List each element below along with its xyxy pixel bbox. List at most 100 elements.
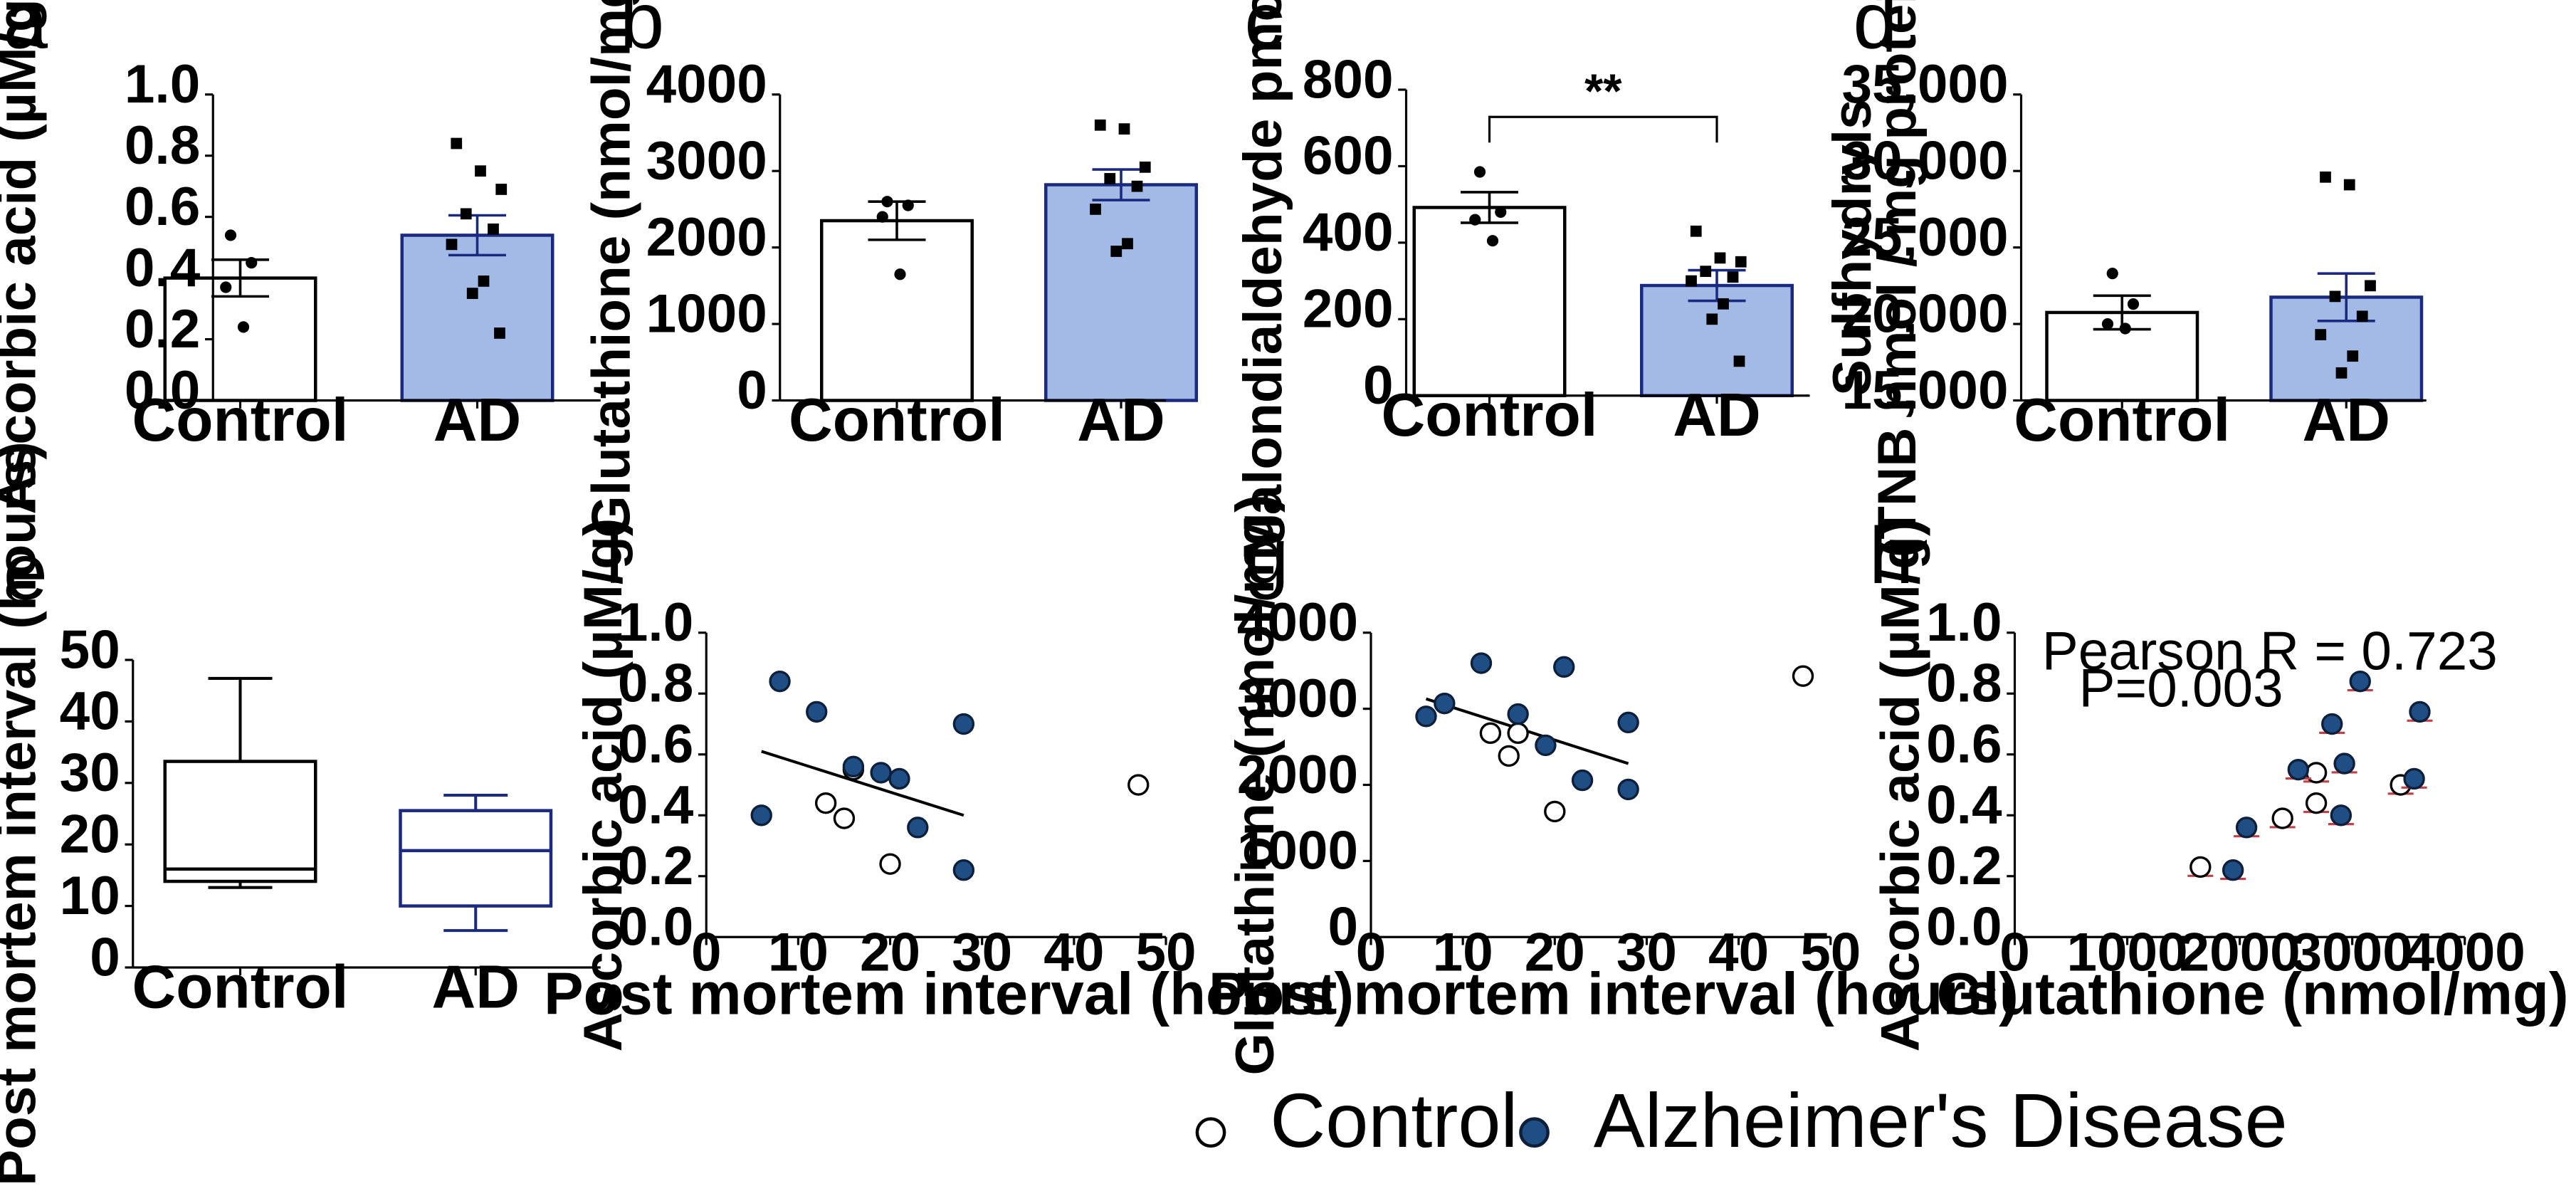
data-point-ad — [451, 137, 463, 149]
y-tick-label: 4000 — [646, 54, 767, 115]
y-axis-label: Ascorbic acid (µM/g) — [1871, 518, 1931, 1052]
data-point-ad — [1507, 703, 1529, 725]
y-tick-label: 600 — [1303, 126, 1394, 187]
y-tick-label: 0.2 — [125, 299, 200, 360]
legend: Control Alzheimer's Disease — [1195, 1077, 2288, 1163]
x-tick-label: 50 — [1135, 923, 1196, 983]
y-tick-label: 30 — [60, 743, 120, 803]
data-point-control — [1486, 235, 1499, 247]
data-point-ad — [1714, 252, 1726, 264]
data-point-control — [1498, 745, 1520, 767]
significance-bracket — [1488, 115, 1718, 143]
regression-line — [761, 750, 964, 817]
x-axis-label: Post mortem interval (hours) — [1209, 960, 2019, 1027]
x-tick-label: 4000 — [2404, 923, 2525, 983]
data-point-control — [2119, 322, 2131, 335]
bar-ad — [400, 234, 554, 402]
panel-b: 0 1000 2000 3000 4000 Control AD Glutathione (n… — [581, 0, 1198, 538]
bar-ad — [1044, 183, 1198, 402]
category-label: Control — [2014, 387, 2230, 454]
x-tick-label: 1000 — [2066, 923, 2187, 983]
category-label: AD — [2303, 387, 2391, 454]
box-ad — [399, 809, 553, 908]
y-tick-label: 0.2 — [1926, 836, 2002, 896]
bar-ad — [1640, 283, 1794, 398]
y-tick-label: 0 — [737, 360, 767, 421]
data-point-control — [220, 281, 232, 293]
panel-d: 15,000 20,000 25,000 30,000 35,000 Control AD S… — [1822, 0, 2427, 557]
data-point-ad — [888, 767, 910, 790]
category-label: AD — [1077, 387, 1165, 454]
x-tick-label: 0 — [691, 923, 722, 983]
category-label: Control — [789, 387, 1005, 454]
data-point-control — [1479, 722, 1502, 745]
y-tick-label: 0.6 — [1926, 714, 2002, 775]
data-point-ad — [1706, 313, 1718, 325]
data-point-ad — [2330, 804, 2352, 827]
data-point-control — [2127, 298, 2140, 310]
data-point-ad — [806, 701, 828, 723]
data-point-control — [881, 196, 893, 208]
x-tick-label: 30 — [1616, 923, 1677, 983]
x-tick-label: 30 — [952, 923, 1012, 983]
data-point-control — [1792, 665, 1814, 687]
data-point-ad — [2409, 701, 2431, 723]
data-point-ad — [2356, 310, 2368, 322]
data-point-ad — [1690, 225, 1702, 237]
y-tick-label: 0.0 — [618, 897, 693, 957]
y-axis-label: Ascorbic acid (µM/g) — [573, 518, 634, 1052]
data-point-ad — [2222, 859, 2244, 881]
data-point-control — [1495, 206, 1507, 218]
significance-label: ** — [1584, 65, 1622, 118]
data-point-ad — [2315, 329, 2327, 340]
y-tick-label: 0 — [1328, 897, 1358, 957]
data-point-control — [246, 257, 258, 269]
data-point-ad — [2287, 758, 2310, 781]
y-tick-label: 25,000 — [1842, 207, 2009, 268]
y-tick-label: 0.0 — [1926, 897, 2002, 957]
data-point-ad — [466, 288, 478, 299]
data-point-ad — [1735, 256, 1747, 268]
y-tick-label: 50 — [60, 619, 120, 680]
p-value-annotation: P=0.003 — [2079, 658, 2283, 718]
x-tick-label: 10 — [1433, 923, 1493, 983]
x-tick-label: 2000 — [2180, 923, 2301, 983]
x-tick-label: 40 — [1043, 923, 1104, 983]
bar-control — [1412, 206, 1567, 397]
y-axis-label: Ascorbic acid (µM/g) — [0, 0, 48, 514]
data-point-ad — [2333, 752, 2355, 775]
data-point-ad — [1535, 734, 1557, 757]
data-point-control — [902, 199, 914, 211]
pearson-r-annotation: Pearson R = 0.723 — [2042, 621, 2498, 682]
data-point-ad — [460, 208, 472, 220]
data-point-ad — [1571, 769, 1594, 792]
x-tick-label: 50 — [1800, 923, 1861, 983]
data-point-ad — [494, 327, 505, 339]
category-label: AD — [432, 953, 520, 1021]
category-label: AD — [1673, 382, 1761, 449]
data-point-control — [1507, 722, 1529, 745]
y-tick-label: 1.0 — [1926, 592, 2002, 653]
data-point-ad — [1553, 656, 1575, 678]
y-tick-label: 3000 — [1237, 668, 1358, 729]
data-point-ad — [1131, 180, 1143, 192]
bar-control — [163, 276, 317, 402]
y-tick-label: 20 — [60, 804, 120, 864]
panel-letter-g: g — [1244, 510, 1289, 600]
data-point-control — [2189, 856, 2212, 878]
data-point-ad — [1686, 275, 1697, 287]
y-tick-label: 400 — [1303, 202, 1394, 263]
data-point-ad — [478, 276, 490, 287]
y-tick-label: 15,000 — [1842, 360, 2009, 421]
x-tick-label: 0 — [1356, 923, 1387, 983]
x-tick-label: 20 — [1525, 923, 1585, 983]
panel-h: 0.00.20.40.60.81.0 0 1000200030004000Gluta… — [1871, 518, 2569, 1052]
legend-marker-ad — [1519, 1117, 1550, 1148]
y-tick-label: 1000 — [1237, 821, 1358, 881]
data-point-ad — [1434, 692, 1456, 715]
data-point-ad — [2403, 767, 2425, 790]
data-point-control — [1127, 774, 1150, 796]
y-tick-label: 40 — [60, 681, 120, 742]
